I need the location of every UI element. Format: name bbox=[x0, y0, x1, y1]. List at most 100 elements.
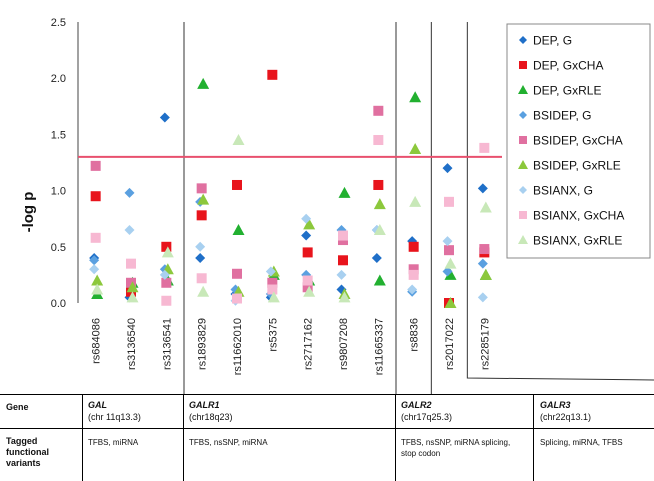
chart: 0.0 0.5 1.0 1.5 2.0 2.5 -log p rs684086 rs3136… bbox=[20, 17, 654, 394]
data-point bbox=[267, 284, 278, 295]
data-point bbox=[91, 274, 104, 286]
data-point bbox=[302, 275, 313, 286]
legend-label: DEP, GxRLE bbox=[533, 84, 601, 98]
legend-entry: DEP, GxRLE bbox=[518, 84, 601, 98]
x-tick-labels: rs684086 rs3136540 rs3136541 rs1893829 rs116… bbox=[91, 318, 492, 375]
gene-gal-variants: TFBS, miRNA bbox=[88, 438, 139, 447]
x-tick-label: rs2017022 bbox=[444, 318, 456, 370]
data-point bbox=[197, 193, 210, 205]
data-point bbox=[126, 291, 139, 303]
data-point bbox=[444, 268, 457, 280]
data-point bbox=[408, 269, 419, 280]
data-point bbox=[232, 134, 245, 146]
data-point bbox=[159, 269, 170, 280]
x-tick-label: rs9807208 bbox=[338, 318, 350, 370]
x-tick-label: rs2717162 bbox=[303, 318, 315, 370]
legend-entry: DEP, GxCHA bbox=[519, 59, 603, 73]
data-point bbox=[124, 187, 135, 198]
data-point bbox=[195, 253, 206, 264]
legend-label: BSIDEP, GxCHA bbox=[533, 134, 623, 148]
data-point bbox=[442, 236, 453, 247]
data-point bbox=[336, 269, 347, 280]
data-point bbox=[479, 142, 490, 153]
data-point bbox=[196, 183, 207, 194]
data-point bbox=[373, 135, 384, 146]
table-col-divider-1 bbox=[82, 394, 83, 481]
legend-label: BSIANX, GxRLE bbox=[533, 234, 622, 248]
x-tick-label: rs3136541 bbox=[161, 318, 173, 370]
data-point bbox=[477, 292, 488, 303]
data-point bbox=[408, 264, 419, 275]
gene-galr1-variants: TFBS, nsSNP, miRNA bbox=[189, 438, 268, 447]
data-point bbox=[373, 105, 384, 116]
data-point bbox=[124, 224, 135, 235]
data-point bbox=[338, 186, 351, 198]
data-point bbox=[338, 230, 348, 241]
data-point bbox=[196, 210, 207, 221]
y-axis-label: -log p bbox=[20, 192, 37, 233]
data-point bbox=[89, 264, 100, 275]
data-point bbox=[373, 198, 386, 210]
table-col-divider-2 bbox=[183, 394, 184, 481]
legend-label: BSIANX, GxCHA bbox=[533, 209, 624, 223]
x-tick-label: rs684086 bbox=[91, 318, 103, 364]
data-point bbox=[477, 258, 488, 269]
gene-gal: GAL bbox=[88, 400, 107, 410]
legend-entry: BSIANX, GxRLE bbox=[518, 234, 622, 248]
gene-galr3: GALR3 bbox=[540, 400, 571, 410]
data-point bbox=[301, 230, 312, 241]
gene-gal-location: (chr 11q13.3) bbox=[88, 412, 141, 422]
y-axis: 0.0 0.5 1.0 1.5 2.0 2.5 bbox=[51, 17, 79, 310]
data-point bbox=[91, 283, 104, 295]
data-point bbox=[161, 277, 172, 288]
data-point bbox=[126, 281, 139, 293]
table-mid-border bbox=[0, 428, 654, 429]
data-point bbox=[90, 191, 101, 202]
data-point bbox=[267, 69, 278, 80]
data-point bbox=[479, 268, 492, 280]
data-point bbox=[196, 273, 207, 284]
data-point bbox=[444, 257, 457, 269]
data-point bbox=[444, 196, 454, 207]
data-point bbox=[195, 241, 206, 252]
table-col-divider-4 bbox=[533, 394, 534, 481]
legend-entry: BSIDEP, GxRLE bbox=[518, 159, 621, 173]
data-point bbox=[197, 285, 210, 297]
data-point bbox=[338, 255, 348, 266]
legend-divider bbox=[466, 22, 654, 381]
data-point bbox=[479, 201, 492, 213]
x-tick-label: rs3136540 bbox=[126, 318, 138, 370]
data-point bbox=[302, 282, 313, 293]
data-point bbox=[407, 284, 418, 295]
table-top-border bbox=[0, 394, 654, 395]
y-tick-label: 2.5 bbox=[51, 17, 66, 29]
data-points bbox=[89, 69, 492, 308]
legend-label: DEP, G bbox=[533, 34, 572, 48]
data-point bbox=[232, 293, 242, 304]
data-point bbox=[444, 245, 454, 256]
variants-row-label: Tagged functional variants bbox=[6, 436, 49, 468]
data-point bbox=[90, 160, 101, 171]
legend-label: BSIANX, G bbox=[533, 184, 593, 198]
legend-label: BSIDEP, G bbox=[533, 109, 591, 123]
data-point bbox=[232, 223, 245, 235]
gene-galr2-variants: TFBS, nsSNP, miRNA splicing, stop codon bbox=[401, 438, 511, 458]
data-point bbox=[409, 195, 422, 207]
data-point bbox=[409, 91, 422, 103]
legend-entry: BSIDEP, G bbox=[519, 109, 591, 123]
data-point bbox=[442, 163, 453, 174]
y-tick-label: 1.5 bbox=[51, 129, 66, 141]
legend-label: DEP, GxCHA bbox=[533, 59, 603, 73]
gene-galr3-location: (chr22q13.1) bbox=[540, 412, 592, 422]
data-point bbox=[232, 268, 242, 279]
x-tick-label: rs11662010 bbox=[232, 318, 244, 375]
legend-box bbox=[506, 23, 651, 259]
data-point bbox=[338, 291, 351, 303]
data-point bbox=[303, 285, 316, 297]
data-point bbox=[267, 291, 280, 303]
legend-entry: BSIANX, GxCHA bbox=[519, 209, 624, 223]
data-point bbox=[267, 277, 278, 288]
legend-label: BSIDEP, GxRLE bbox=[533, 159, 621, 173]
legend: DEP, G DEP, GxCHA DEP, GxRLE BSIDEP, G BSIDE… bbox=[506, 23, 651, 259]
data-point bbox=[90, 232, 101, 243]
